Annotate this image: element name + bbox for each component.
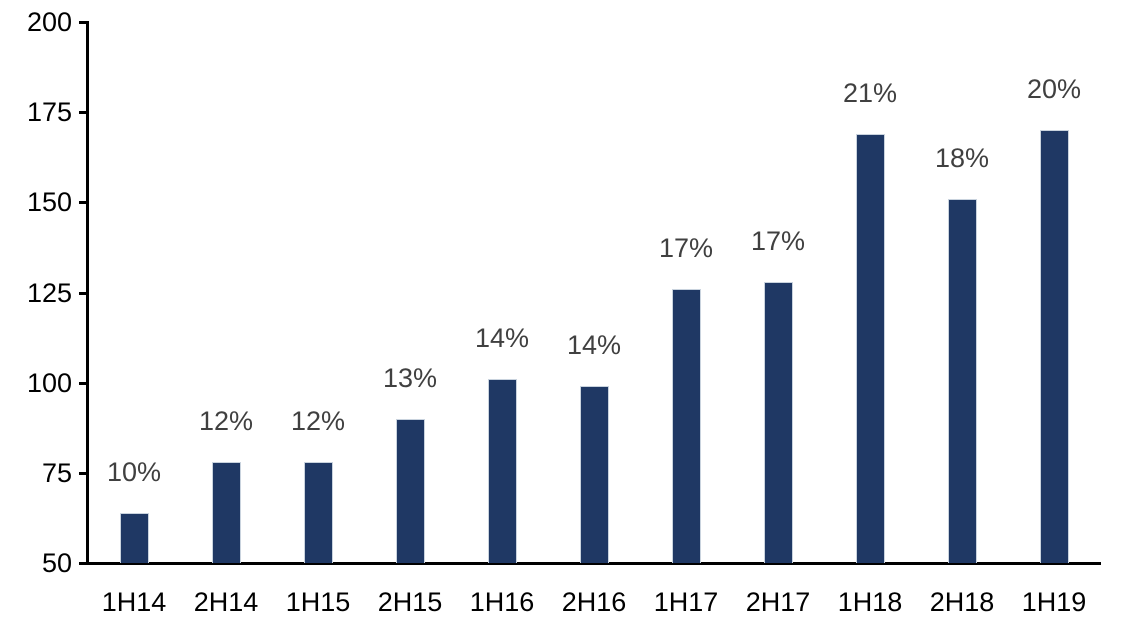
y-axis-tick-label: 125 bbox=[26, 277, 72, 308]
y-axis-tick-label: 200 bbox=[26, 7, 72, 37]
bar-data-label: 21% bbox=[842, 77, 898, 108]
x-axis-tick-label: 1H17 bbox=[653, 587, 719, 617]
y-axis-tick bbox=[79, 562, 87, 565]
x-axis-line bbox=[79, 562, 1101, 565]
x-axis-tick-label: 1H14 bbox=[101, 587, 167, 617]
y-axis-tick-label: 75 bbox=[41, 457, 72, 488]
y-axis-tick bbox=[79, 21, 87, 24]
bar-2h18 bbox=[947, 198, 977, 563]
y-axis-tick bbox=[79, 111, 87, 115]
bar-2h16 bbox=[579, 386, 609, 563]
x-axis-tick-label: 2H17 bbox=[745, 587, 811, 617]
bar-data-label: 17% bbox=[658, 232, 714, 263]
bar-data-label: 14% bbox=[474, 323, 530, 354]
x-axis-tick-label: 2H14 bbox=[193, 587, 259, 617]
x-axis-tick-label: 2H16 bbox=[561, 587, 627, 617]
y-axis-tick bbox=[79, 381, 87, 385]
y-axis-tick-label: 150 bbox=[26, 187, 72, 218]
y-axis-tick bbox=[79, 291, 87, 295]
x-axis-tick-label: 1H15 bbox=[285, 587, 351, 617]
y-axis-tick-label: 100 bbox=[26, 367, 72, 398]
y-axis-tick-label: 175 bbox=[26, 97, 72, 128]
y-axis-line bbox=[86, 21, 89, 565]
bar-1h14 bbox=[119, 512, 149, 563]
bar-1h15 bbox=[303, 462, 333, 563]
x-axis-tick-label: 1H19 bbox=[1021, 587, 1087, 617]
x-axis-tick-label: 2H18 bbox=[929, 587, 995, 617]
bar-2h17 bbox=[763, 281, 793, 563]
y-axis-tick-label: 50 bbox=[41, 548, 72, 578]
x-axis-tick-label: 1H18 bbox=[837, 587, 903, 617]
bar-data-label: 13% bbox=[382, 362, 438, 393]
bar-data-label: 17% bbox=[750, 225, 806, 256]
bar-2h15 bbox=[395, 418, 425, 563]
bar-2h14 bbox=[211, 462, 241, 563]
bar-data-label: 20% bbox=[1026, 74, 1082, 105]
bar-data-label: 10% bbox=[106, 456, 162, 487]
y-axis-tick bbox=[79, 201, 87, 205]
y-axis-tick bbox=[79, 471, 87, 475]
bar-data-label: 14% bbox=[566, 330, 622, 361]
x-axis-tick-label: 2H15 bbox=[377, 587, 443, 617]
bar-1h18 bbox=[855, 133, 885, 563]
bar-data-label: 12% bbox=[290, 406, 346, 436]
bar-1h19 bbox=[1039, 130, 1069, 563]
bar-1h16 bbox=[487, 379, 517, 563]
bar-data-label: 12% bbox=[198, 406, 254, 436]
bar-data-label: 18% bbox=[934, 142, 990, 173]
bar-1h17 bbox=[671, 288, 701, 563]
x-axis-tick-label: 1H16 bbox=[469, 587, 535, 617]
